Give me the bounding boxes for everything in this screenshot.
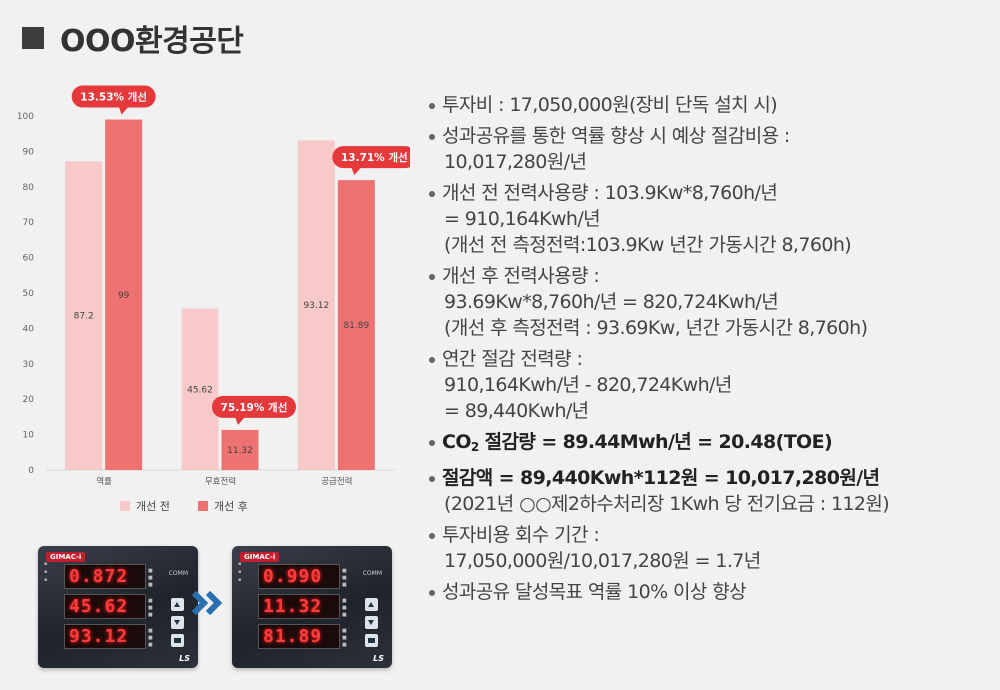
double-chevron-right-icon [191, 590, 223, 616]
callout-pointer [351, 167, 362, 176]
meter-brand: GIMAC-i [46, 552, 86, 562]
y-tick-label: 30 [23, 360, 35, 370]
bar-before [181, 308, 219, 470]
legend-label: 개선 전 [136, 500, 170, 513]
meter-reading-reactive: 11.32 [258, 594, 340, 619]
callout-bubble [332, 146, 410, 169]
bar-value-label: 81.89 [343, 321, 369, 331]
meter-reading-power-factor: 0.990 [258, 564, 340, 589]
meter-up-button-icon [365, 598, 378, 611]
info-item-usage-before: 개선 전 전력사용량 : 103.9Kw*8,760h/년 = 910,164K… [428, 180, 993, 258]
meter-reading-reactive: 45.62 [64, 594, 146, 619]
y-tick-label: 100 [17, 112, 34, 122]
meter-brand: GIMAC-i [240, 552, 280, 562]
callout-bubble [212, 395, 296, 418]
y-tick-label: 20 [23, 395, 35, 405]
meter-down-button-icon [365, 616, 378, 629]
legend-label: 개선 후 [214, 500, 248, 513]
bar-value-label: 45.62 [187, 385, 213, 395]
y-tick-label: 70 [23, 218, 35, 228]
bar-value-label: 93.12 [303, 301, 329, 311]
legend-swatch [198, 501, 208, 511]
meter-comm-label: COMM [362, 570, 382, 577]
meter-comm-label: COMM [168, 570, 188, 577]
meter-reading-supply: 81.89 [258, 624, 340, 649]
callout-bubble [71, 85, 156, 108]
x-tick-label: 무효전력 [205, 476, 236, 487]
bar-chart: 0 10 20 30 40 50 60 70 80 90 100 87.2 99 역률 13.53% 개선 4… [17, 85, 410, 513]
bar-value-label: 99 [118, 291, 130, 301]
bar-after [337, 180, 375, 470]
y-tick-label: 40 [23, 324, 35, 334]
y-tick-label: 0 [28, 466, 34, 476]
bar-after [105, 119, 143, 470]
y-tick-label: 90 [23, 147, 35, 157]
info-item-payback: 투자비용 회수 기간 : 17,050,000원/10,017,280원 = 1… [428, 522, 993, 574]
x-tick-label: 역률 [96, 476, 112, 487]
y-tick-label: 80 [23, 183, 35, 193]
info-item-investment: 투자비 : 17,050,000원(장비 단독 설치 시) [428, 92, 993, 118]
bar-before [297, 140, 335, 470]
info-item-co2-reduction: CO2 절감량 = 89.44Mwh/년 = 20.48(TOE) [428, 429, 993, 460]
callout-label: 13.71% 개선 [341, 151, 408, 164]
bar-value-label: 87.2 [74, 312, 94, 322]
y-tick-label: 60 [23, 254, 35, 264]
callout-label: 75.19% 개선 [221, 401, 288, 414]
meter-reading-supply: 93.12 [64, 624, 146, 649]
callout-pointer [118, 106, 129, 115]
page-header: OOO환경공단 [22, 18, 244, 59]
bar-value-label: 11.32 [227, 446, 253, 456]
legend-swatch [120, 501, 130, 511]
y-tick-label: 50 [23, 289, 35, 299]
meter-reading-power-factor: 0.872 [64, 564, 146, 589]
bar-after [221, 429, 259, 470]
meter-photo-after: GIMAC-i COMM ▪ ▪ ▪ 0.990 11.32 81.89 ■ ■ ■ ■… [232, 546, 392, 668]
callout-pointer [235, 416, 245, 425]
meter-photo-before: GIMAC-i COMM ▪ ▪ ▪ 0.872 45.62 93.12 ■ ■ ■ ■… [38, 546, 198, 668]
bar-before [65, 161, 103, 470]
ls-logo: LS [373, 654, 384, 663]
title-square-icon [22, 27, 44, 49]
info-list: 투자비 : 17,050,000원(장비 단독 설치 시) 성과공유를 통한 역… [428, 92, 993, 610]
meter-up-button-icon [171, 598, 184, 611]
ls-logo: LS [179, 654, 190, 663]
info-item-expected-savings: 성과공유를 통한 역률 향상 시 예상 절감비용 : 10,017,280원/년 [428, 123, 993, 175]
x-tick-label: 공급전력 [321, 476, 352, 487]
meter-enter-button-icon [365, 634, 378, 647]
info-item-usage-after: 개선 후 전력사용량 : 93.69Kw*8,760h/년 = 820,724K… [428, 263, 993, 341]
page-title: OOO환경공단 [60, 24, 244, 59]
info-item-savings-amount: 절감액 = 89,440Kwh*112원 = 10,017,280원/년 (20… [428, 465, 993, 517]
meter-down-button-icon [171, 616, 184, 629]
info-item-annual-savings: 연간 절감 전력량 : 910,164Kwh/년 - 820,724Kwh/년 … [428, 346, 993, 424]
meter-enter-button-icon [171, 634, 184, 647]
info-item-target: 성과공유 달성목표 역률 10% 이상 향상 [428, 579, 993, 605]
y-tick-label: 10 [23, 431, 35, 441]
callout-label: 13.53% 개선 [80, 91, 147, 104]
